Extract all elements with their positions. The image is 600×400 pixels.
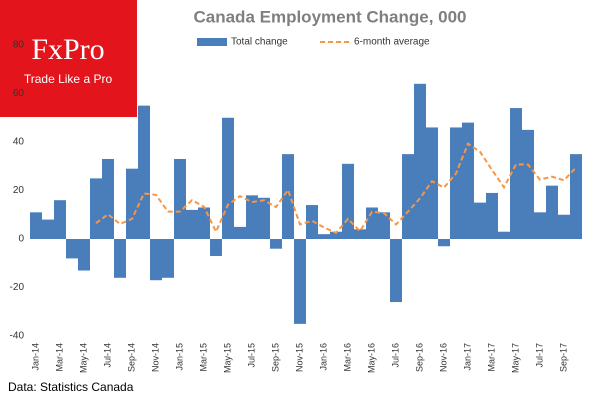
- x-tick-label: Jan-17: [462, 343, 472, 371]
- bar: [234, 226, 246, 239]
- bar: [354, 229, 366, 239]
- x-tick-label: Jul-14: [102, 343, 112, 368]
- x-tick-label: Mar-15: [198, 343, 208, 372]
- bar: [330, 231, 342, 239]
- bar: [414, 83, 426, 239]
- y-tick-label: 80: [13, 40, 25, 51]
- bar: [42, 219, 54, 239]
- y-tick-label: -20: [10, 282, 25, 293]
- x-tick-label: Jan-15: [174, 343, 184, 371]
- x-tick-label: Sep-16: [414, 343, 424, 372]
- x-tick-label: Sep-17: [558, 343, 568, 372]
- bar: [438, 239, 450, 247]
- x-tick-label: Mar-17: [486, 343, 496, 372]
- logo: FxPro Trade Like a Pro: [0, 0, 137, 117]
- bar: [54, 200, 66, 239]
- y-tick-label: -40: [10, 331, 25, 342]
- bar: [474, 202, 486, 239]
- bar: [546, 185, 558, 239]
- bar: [462, 122, 474, 239]
- y-tick-label: 40: [13, 137, 25, 148]
- bar: [186, 209, 198, 239]
- bar: [306, 205, 318, 239]
- x-tick-label: Nov-14: [150, 343, 160, 372]
- x-tick-label: Mar-14: [54, 343, 64, 372]
- chart-title: Canada Employment Change, 000: [193, 7, 466, 26]
- bar: [522, 129, 534, 239]
- legend-label: 6-month average: [354, 37, 430, 48]
- bar: [390, 239, 402, 303]
- x-tick-label: Jul-15: [246, 343, 256, 368]
- y-tick-label: 60: [13, 88, 25, 99]
- legend-swatch: [197, 38, 227, 46]
- bar: [450, 127, 462, 239]
- bar: [162, 239, 174, 278]
- x-tick-label: Sep-14: [126, 343, 136, 372]
- bar: [150, 239, 162, 281]
- x-tick-label: Sep-15: [270, 343, 280, 372]
- legend-label: Total change: [231, 37, 288, 48]
- source: Data: Statistics Canada: [8, 380, 134, 394]
- bar: [378, 212, 390, 239]
- logo-tagline: Trade Like a Pro: [24, 72, 113, 86]
- bar: [90, 178, 102, 239]
- bar: [30, 212, 42, 239]
- bar: [282, 154, 294, 239]
- x-tick-label: Mar-16: [342, 343, 352, 372]
- y-tick-label: 0: [18, 234, 24, 245]
- bar: [258, 197, 270, 239]
- logo-brand: FxPro: [31, 33, 104, 66]
- bar: [294, 239, 306, 324]
- bar: [486, 192, 498, 239]
- logo-box: [0, 0, 137, 117]
- average-line: [95, 142, 577, 235]
- bar: [318, 234, 330, 239]
- x-tick-label: May-14: [78, 343, 88, 373]
- x-tick-label: May-15: [222, 343, 232, 373]
- bar: [198, 207, 210, 239]
- bar: [570, 154, 582, 239]
- x-tick-label: Nov-16: [438, 343, 448, 372]
- bar: [498, 231, 510, 239]
- bar: [534, 212, 546, 239]
- bar: [126, 168, 138, 239]
- bar: [402, 154, 414, 239]
- bar: [114, 239, 126, 278]
- y-tick-label: 20: [13, 185, 25, 196]
- x-tick-label: Jul-16: [390, 343, 400, 368]
- bar: [138, 105, 150, 239]
- bar: [342, 163, 354, 239]
- x-tick-label: Jul-17: [534, 343, 544, 368]
- bar: [426, 127, 438, 239]
- bar: [270, 239, 282, 249]
- bar: [222, 117, 234, 239]
- bar: [510, 108, 522, 239]
- bar: [210, 239, 222, 256]
- x-tick-label: Nov-15: [294, 343, 304, 372]
- bar: [246, 195, 258, 239]
- x-tick-label: Jan-14: [30, 343, 40, 371]
- x-tick-label: May-17: [510, 343, 520, 373]
- bar: [558, 214, 570, 239]
- bar: [66, 239, 78, 259]
- x-tick-label: May-16: [366, 343, 376, 373]
- x-tick-label: Jan-16: [318, 343, 328, 371]
- bar: [78, 239, 90, 271]
- bar: [174, 158, 186, 239]
- bar: [102, 158, 114, 239]
